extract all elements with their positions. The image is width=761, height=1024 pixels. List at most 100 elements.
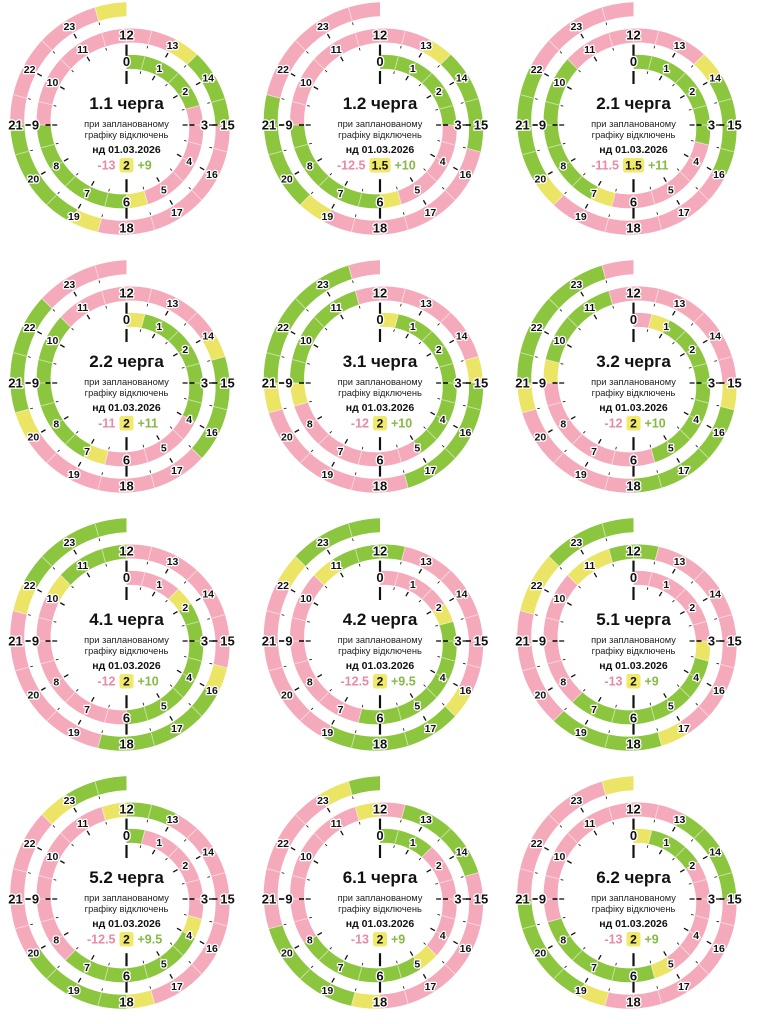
tick-mark bbox=[676, 684, 680, 687]
tick-mark bbox=[597, 696, 602, 702]
segment-off bbox=[10, 814, 52, 956]
maybe-hours-value: 2 bbox=[123, 159, 130, 173]
maybe-hours-value: 1.5 bbox=[625, 159, 642, 173]
tick-mark bbox=[209, 404, 213, 407]
segment-maybe bbox=[126, 990, 155, 1009]
tick-mark bbox=[400, 45, 402, 49]
tick-mark bbox=[354, 472, 357, 476]
hour-label-6: 6 bbox=[376, 194, 383, 209]
tick-mark bbox=[169, 168, 173, 171]
segment-maybe bbox=[83, 444, 109, 465]
tick-mark bbox=[46, 852, 59, 861]
hour-label-8: 8 bbox=[560, 418, 566, 430]
tick-mark bbox=[393, 845, 395, 849]
tick-mark bbox=[290, 330, 296, 335]
tick-mark bbox=[578, 327, 581, 331]
tick-mark bbox=[422, 39, 430, 52]
tick-mark bbox=[666, 699, 675, 712]
hour-label-20: 20 bbox=[535, 690, 547, 702]
tick-mark bbox=[361, 704, 364, 708]
tick-mark bbox=[442, 961, 445, 964]
hour-label-14: 14 bbox=[709, 73, 721, 85]
tick-mark bbox=[400, 561, 402, 565]
tick-mark bbox=[679, 868, 685, 873]
off-hours-value: -11 bbox=[98, 417, 115, 431]
tick-mark bbox=[164, 52, 169, 58]
subtitle-line1: при запланованому bbox=[84, 635, 169, 645]
segment-off bbox=[401, 546, 484, 694]
tick-mark bbox=[173, 722, 181, 734]
segment-maybe bbox=[520, 556, 559, 615]
tick-mark bbox=[183, 398, 187, 400]
tick-mark bbox=[318, 950, 329, 961]
tick-mark bbox=[646, 329, 649, 333]
tick-mark bbox=[418, 568, 423, 574]
tick-mark bbox=[572, 434, 583, 445]
tick-mark bbox=[694, 828, 705, 839]
hour-label-3: 3 bbox=[454, 118, 461, 133]
tick-mark bbox=[323, 209, 332, 222]
tick-mark bbox=[435, 625, 439, 627]
schedule-date: нд 01.03.2026 bbox=[92, 918, 161, 930]
hour-label-23: 23 bbox=[571, 795, 583, 807]
tick-mark bbox=[702, 597, 708, 602]
segment-maybe bbox=[590, 186, 616, 207]
tick-mark bbox=[313, 602, 319, 606]
tick-mark bbox=[150, 474, 155, 488]
hour-label-15: 15 bbox=[727, 376, 741, 391]
hour-label-0: 0 bbox=[123, 570, 130, 585]
tick-mark bbox=[520, 94, 534, 99]
tick-mark bbox=[90, 696, 95, 702]
tick-mark bbox=[712, 170, 725, 178]
tick-mark bbox=[173, 171, 184, 182]
hour-label-8: 8 bbox=[560, 676, 566, 688]
tick-mark bbox=[394, 830, 399, 844]
tick-mark bbox=[181, 367, 185, 369]
tick-mark bbox=[331, 977, 335, 983]
tick-mark bbox=[40, 945, 46, 949]
segment-off bbox=[294, 402, 421, 467]
tick-mark bbox=[693, 363, 707, 368]
tick-mark bbox=[201, 332, 214, 340]
hour-label-4: 4 bbox=[440, 156, 446, 168]
tick-mark bbox=[205, 686, 218, 694]
tick-mark bbox=[666, 441, 675, 454]
tick-mark bbox=[314, 317, 325, 328]
tick-mark bbox=[441, 657, 455, 662]
segment-off bbox=[348, 260, 380, 279]
tick-mark bbox=[601, 781, 606, 795]
tick-mark bbox=[460, 876, 464, 878]
segment-off bbox=[36, 595, 127, 725]
hour-label-7: 7 bbox=[591, 704, 597, 716]
tick-mark bbox=[149, 728, 151, 731]
tick-mark bbox=[38, 875, 52, 880]
tick-mark bbox=[101, 214, 103, 218]
segment-on bbox=[675, 813, 737, 899]
hour-label-10: 10 bbox=[47, 77, 59, 89]
tick-mark bbox=[332, 817, 341, 830]
tick-mark bbox=[155, 62, 163, 75]
tick-mark bbox=[70, 725, 78, 738]
tick-mark bbox=[358, 305, 361, 309]
tick-mark bbox=[688, 367, 692, 369]
tick-mark bbox=[408, 836, 417, 849]
segment-on bbox=[65, 931, 195, 983]
maybe-hours-box bbox=[626, 416, 641, 431]
tick-mark bbox=[149, 470, 151, 473]
tick-mark bbox=[455, 590, 468, 598]
tick-mark bbox=[211, 872, 225, 877]
tick-mark bbox=[462, 146, 466, 149]
tick-mark bbox=[396, 186, 398, 190]
tick-mark bbox=[187, 54, 198, 65]
hour-label-18: 18 bbox=[119, 221, 133, 236]
hour-label-12: 12 bbox=[373, 286, 387, 301]
segment-on bbox=[553, 710, 662, 751]
tick-mark bbox=[522, 666, 536, 672]
hour-label-16: 16 bbox=[460, 685, 472, 697]
tick-mark bbox=[653, 819, 656, 823]
maybe-hours-value: 2 bbox=[630, 417, 637, 431]
tick-mark bbox=[173, 980, 181, 992]
hour-label-19: 19 bbox=[68, 727, 80, 739]
tick-mark bbox=[329, 689, 332, 692]
